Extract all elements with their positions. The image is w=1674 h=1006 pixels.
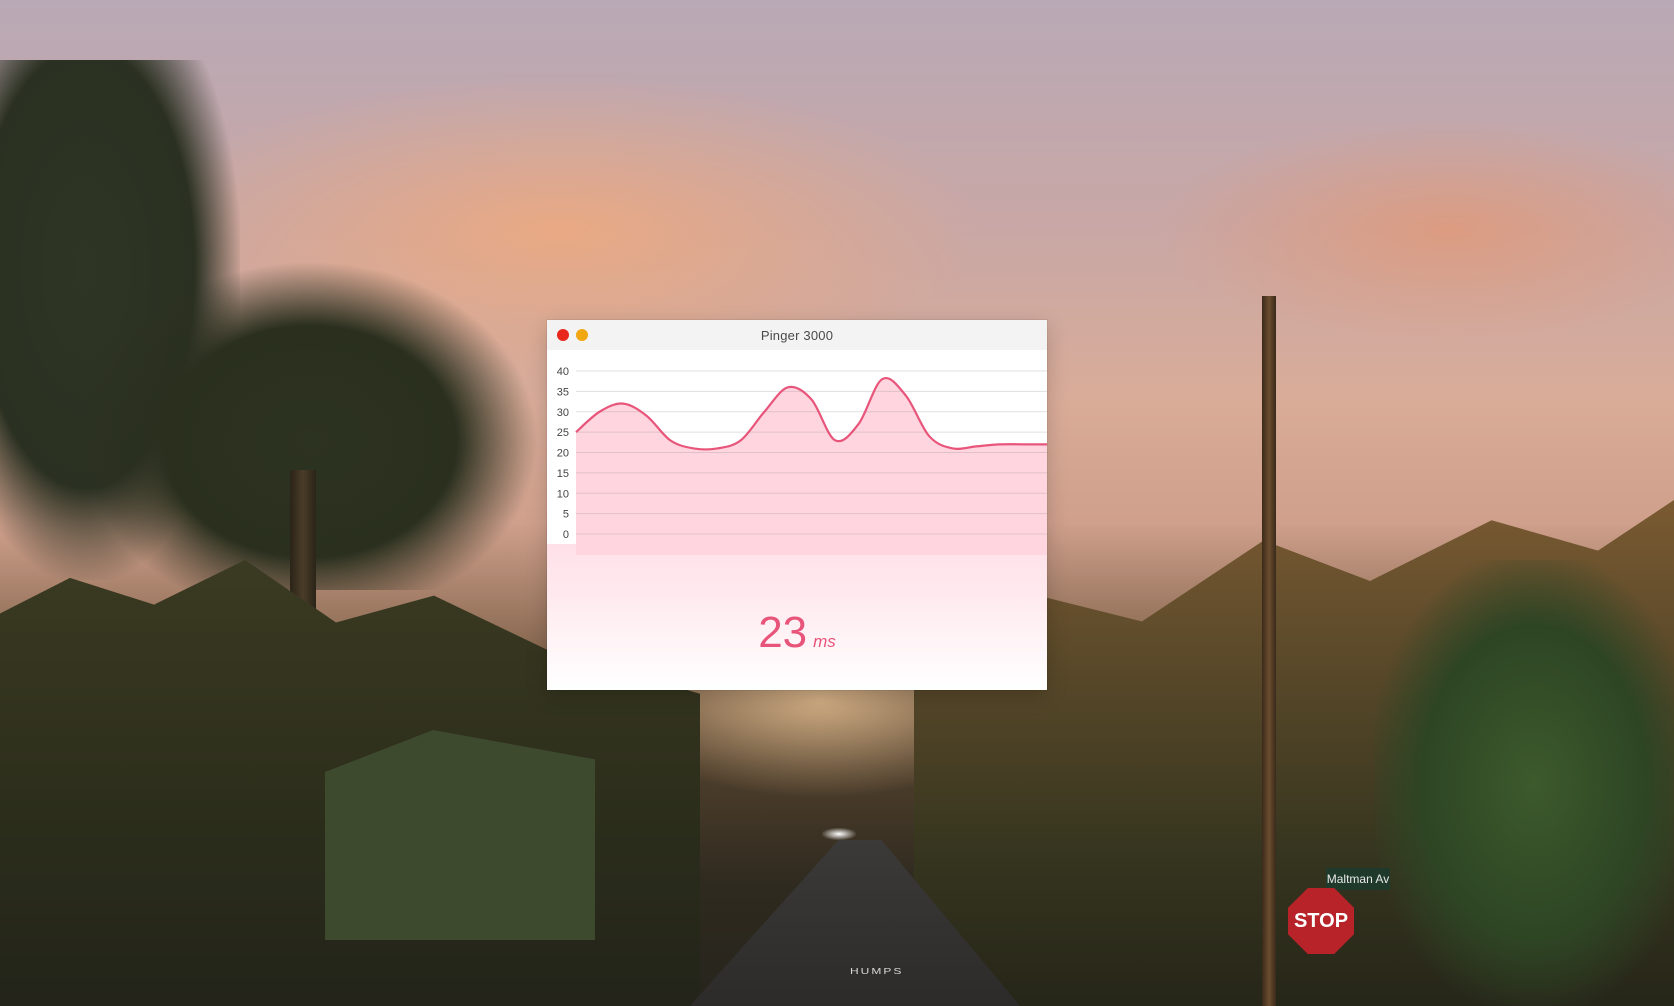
wallpaper-house: [325, 730, 595, 940]
latency-unit: ms: [813, 632, 836, 651]
wallpaper-stop-sign: STOP: [1288, 888, 1354, 954]
y-tick-label-15: 15: [557, 468, 569, 480]
wallpaper-road-marking: HUMPS: [850, 966, 904, 976]
latency-chart: 40 35 30 25 20 15 10 5 0: [547, 350, 1047, 555]
close-button[interactable]: [557, 329, 569, 341]
window-title: Pinger 3000: [760, 327, 834, 343]
window-content: 40 35 30 25 20 15 10 5 0 23 ms: [547, 350, 1047, 690]
wallpaper-utility-pole: [1262, 296, 1276, 1006]
y-tick-label-0: 0: [563, 529, 569, 541]
y-tick-label-30: 30: [557, 407, 569, 419]
y-tick-label-40: 40: [557, 366, 569, 378]
latency-chart-svg: 40 35 30 25 20 15 10 5 0: [547, 350, 1047, 555]
minimize-button[interactable]: [576, 329, 588, 341]
latency-line: [575, 376, 1047, 451]
latency-area-fill: [576, 378, 1047, 555]
wallpaper-street-sign: Maltman Av: [1326, 868, 1390, 890]
window-titlebar[interactable]: Pinger 3000: [547, 320, 1047, 350]
y-axis-background: [547, 350, 576, 544]
y-tick-label-25: 25: [557, 427, 569, 439]
latency-readout: 23 ms: [547, 608, 1047, 658]
y-tick-label-5: 5: [563, 509, 569, 521]
y-tick-label-10: 10: [557, 488, 569, 500]
wallpaper-headlight: [822, 828, 856, 840]
latency-value: 23: [758, 608, 808, 657]
pinger-window[interactable]: Pinger 3000 40 35 30 25 20 15 10 5 0 23 ms: [547, 320, 1047, 690]
y-tick-label-35: 35: [557, 386, 569, 398]
y-tick-label-20: 20: [557, 448, 569, 460]
wallpaper-tree-right: [1374, 560, 1674, 1006]
